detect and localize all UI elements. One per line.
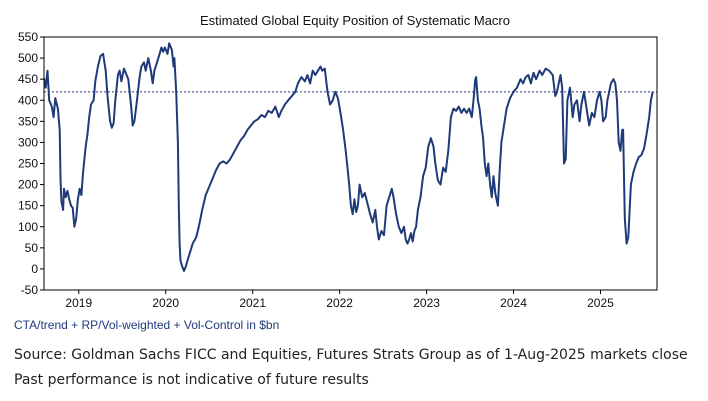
chart: Estimated Global Equity Position of Syst… (14, 13, 658, 332)
y-tick-label: 150 (18, 199, 38, 213)
series-line (43, 42, 654, 272)
x-tick-label: 2019 (65, 296, 92, 310)
disclaimer-caption: Past performance is not indicative of fu… (14, 372, 369, 388)
y-tick-label: 50 (25, 241, 39, 255)
x-tick-label: 2023 (413, 296, 440, 310)
x-tick-label: 2020 (152, 296, 179, 310)
axis-subtitle: CTA/trend + RP/Vol-weighted + Vol-Contro… (14, 318, 279, 332)
x-axis: 2019 2020 2021 2022 2023 2024 2025 (65, 290, 614, 310)
y-tick-label: 300 (18, 135, 38, 149)
y-tick-label: 0 (31, 262, 38, 276)
y-tick-label: 350 (18, 114, 38, 128)
x-tick-label: 2022 (326, 296, 353, 310)
y-tick-label: 500 (18, 51, 38, 65)
x-tick-label: 2021 (239, 296, 266, 310)
y-tick-label: 200 (18, 178, 38, 192)
source-caption: Source: Goldman Sachs FICC and Equities,… (14, 347, 688, 363)
y-tick-label: -50 (21, 283, 39, 297)
y-tick-label: 100 (18, 220, 38, 234)
y-tick-label: 450 (18, 72, 38, 86)
x-tick-label: 2024 (500, 296, 527, 310)
y-tick-label: 400 (18, 93, 38, 107)
x-tick-label: 2025 (587, 296, 614, 310)
y-axis: -50 0 50 100 150 200 250 300 350 400 450 500 550 (18, 30, 44, 297)
chart-title: Estimated Global Equity Position of Syst… (200, 13, 510, 28)
y-tick-label: 550 (18, 30, 38, 44)
plot-frame (43, 36, 658, 291)
y-tick-label: 250 (18, 157, 38, 171)
